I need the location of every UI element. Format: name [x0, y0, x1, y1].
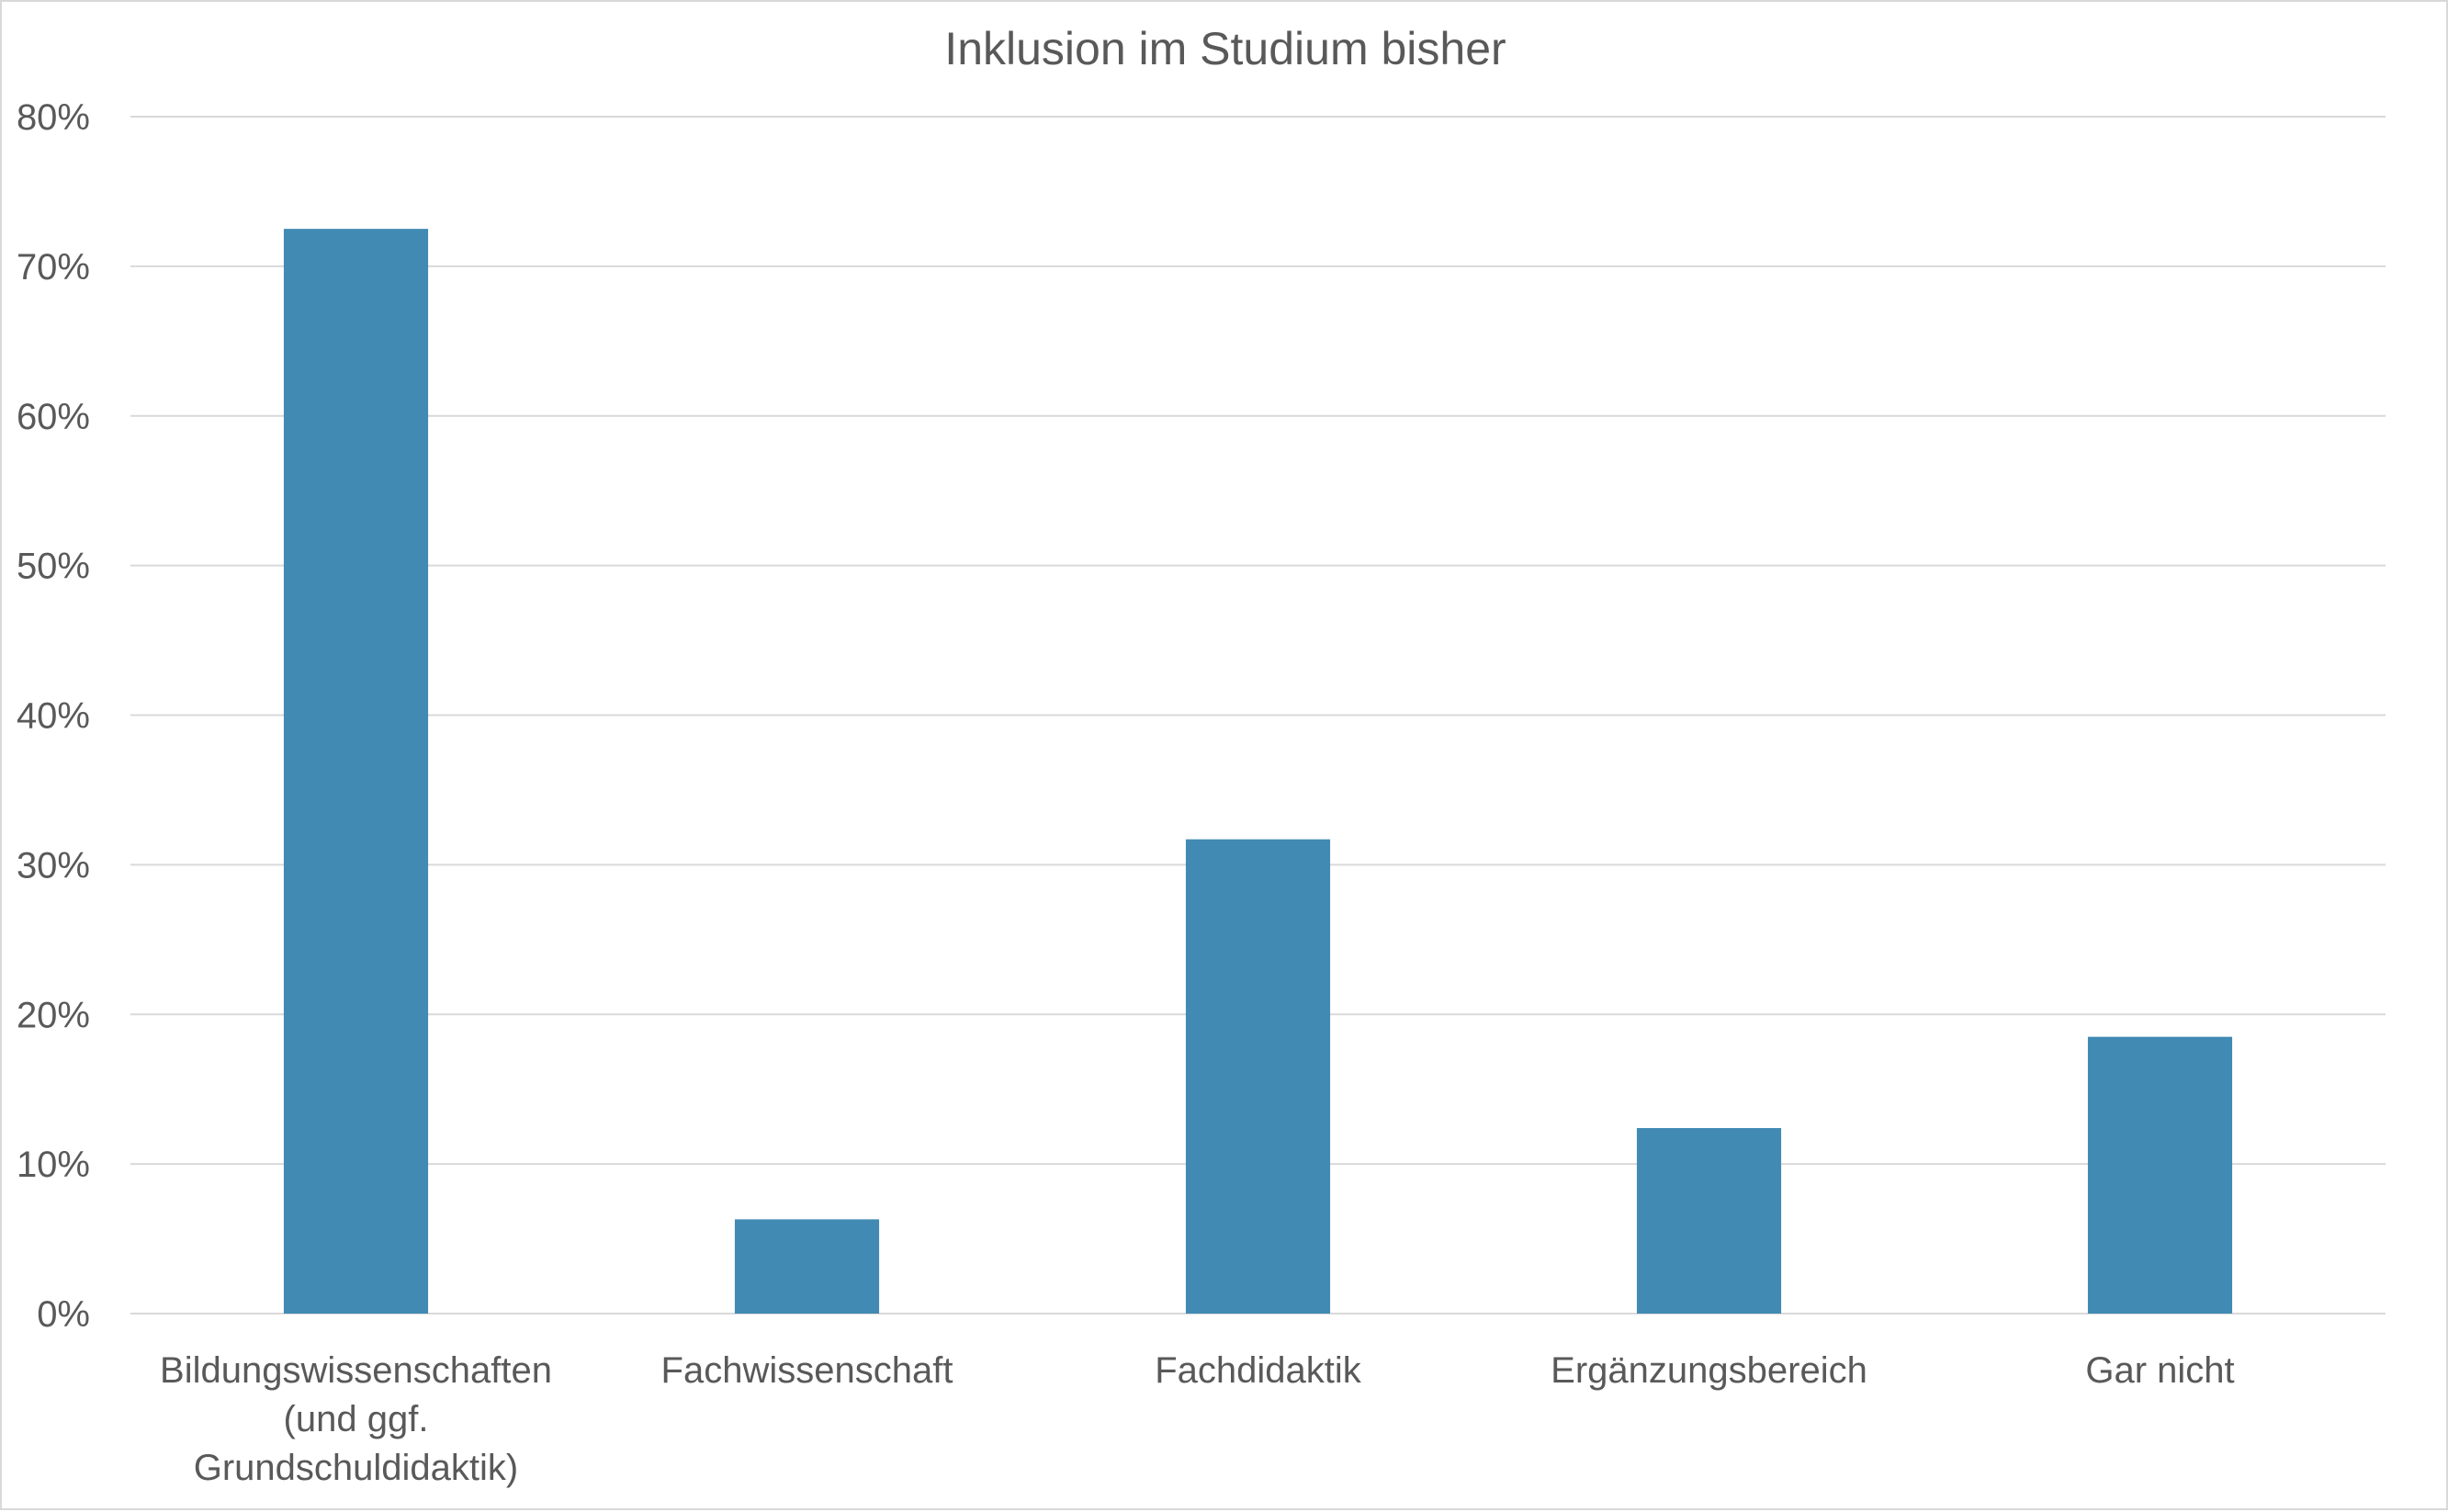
y-tick-label: 80%	[17, 97, 90, 138]
x-category-label-line: Fachwissenschaft	[661, 1350, 953, 1391]
y-tick-label: 70%	[17, 247, 90, 288]
x-category-label: Fachwissenschaft	[661, 1350, 953, 1391]
x-category-label-line: Gar nicht	[2085, 1350, 2234, 1391]
y-tick-label: 30%	[17, 845, 90, 886]
gridlines	[130, 116, 2386, 1315]
bar	[734, 1219, 880, 1314]
bar	[1636, 1128, 1782, 1314]
y-tick-label: 50%	[17, 547, 90, 587]
y-tick-label: 20%	[17, 995, 90, 1035]
bar	[283, 229, 429, 1314]
y-tick-label: 60%	[17, 397, 90, 437]
y-tick-label: 0%	[37, 1294, 90, 1335]
x-category-label-line: (und ggf.	[284, 1399, 429, 1439]
x-category-label-line: Fachdidaktik	[1155, 1350, 1362, 1391]
x-category-label-line: Bildungswissenschaften	[160, 1350, 552, 1391]
x-axis-categories: Bildungswissenschaften (und ggf. Grundschu…	[160, 1350, 2235, 1488]
x-category-label: Gar nicht	[2085, 1350, 2234, 1391]
chart-title: Inklusion im Studium bisher	[944, 23, 1506, 74]
bar	[1185, 839, 1331, 1314]
x-category-label-line: Grundschuldidaktik)	[194, 1448, 519, 1488]
x-category-label: Ergänzungsbereich	[1551, 1350, 1867, 1391]
x-category-label: Fachdidaktik	[1155, 1350, 1362, 1391]
y-axis-ticks: 0% 10% 20% 30% 40% 50% 60% 70% 80%	[17, 97, 90, 1335]
bar	[2087, 1036, 2233, 1314]
x-category-label: Bildungswissenschaften (und ggf. Grundschu…	[160, 1350, 552, 1488]
y-tick-label: 40%	[17, 696, 90, 737]
bars	[283, 229, 2233, 1314]
y-tick-label: 10%	[17, 1145, 90, 1185]
x-category-label-line: Ergänzungsbereich	[1551, 1350, 1867, 1391]
